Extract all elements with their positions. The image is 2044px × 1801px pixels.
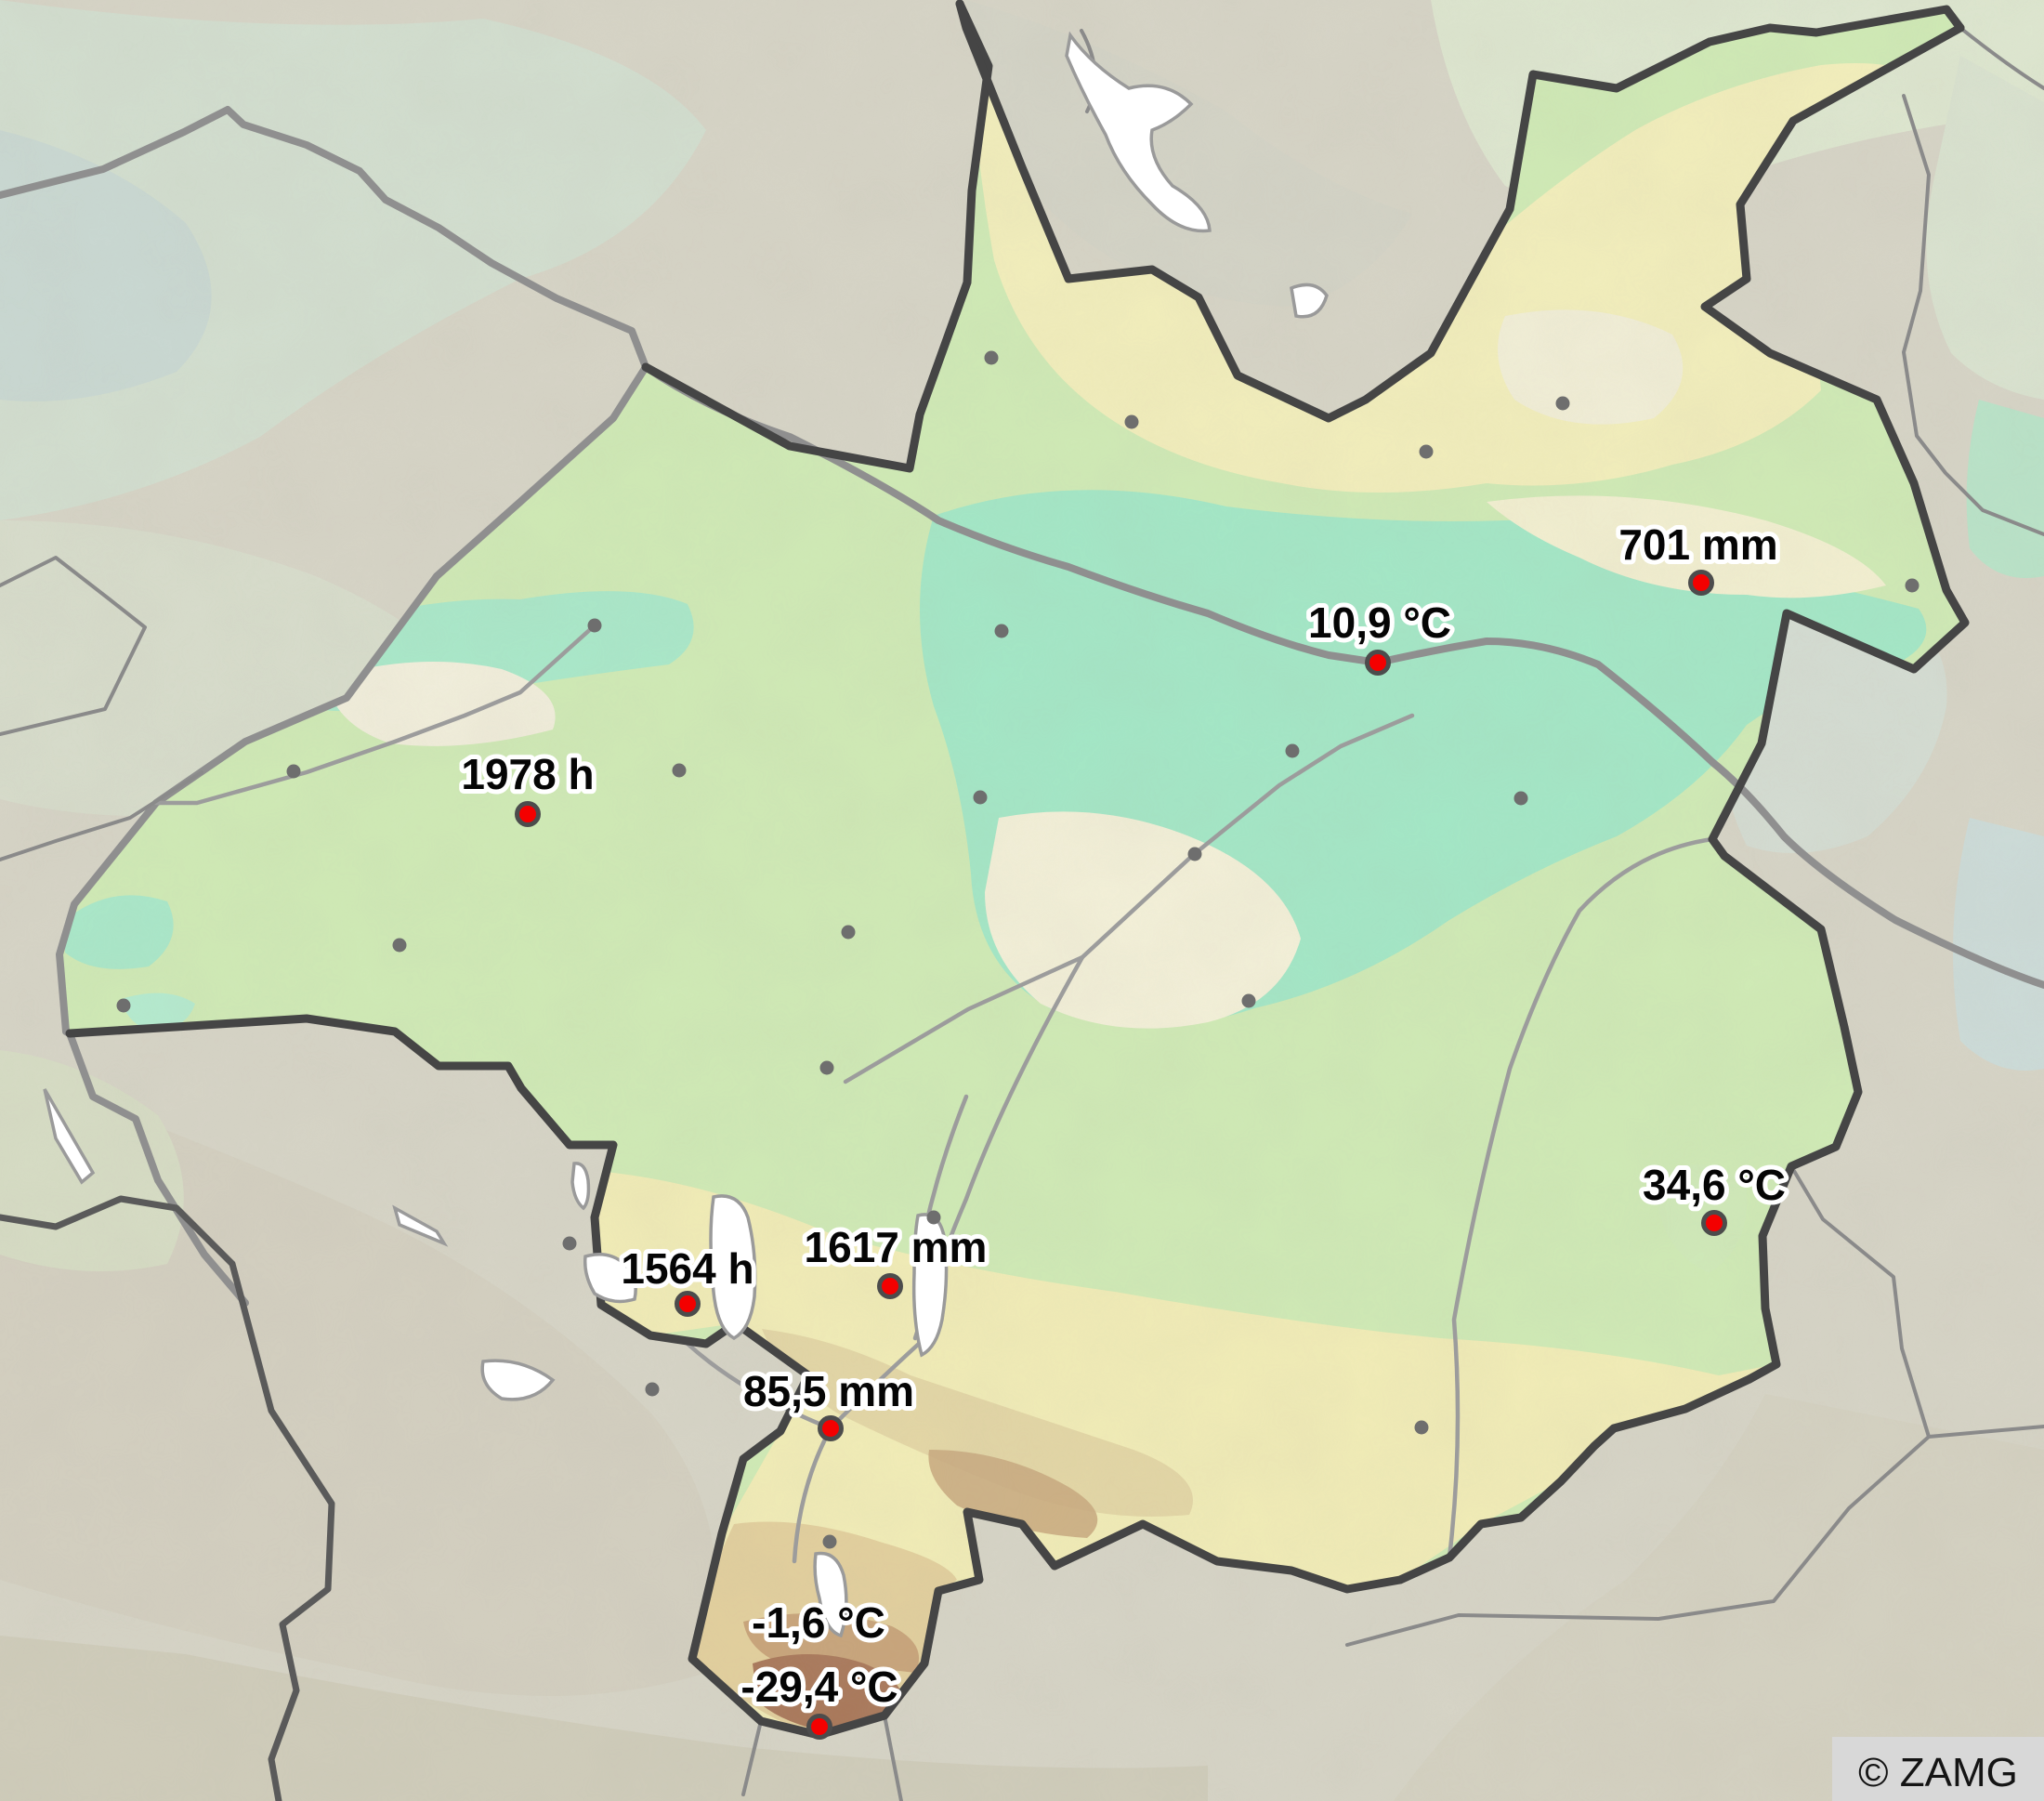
copyright-bg — [1832, 1737, 2044, 1801]
town-marker — [1241, 993, 1256, 1008]
lakes — [43, 31, 1329, 1638]
station-marker — [515, 801, 541, 827]
station-label: 34,6 °C — [1643, 1161, 1786, 1209]
town-marker — [926, 1210, 941, 1225]
road-west — [153, 623, 597, 806]
town-marker — [984, 350, 999, 365]
station-marker — [675, 1291, 701, 1317]
town-marker — [1419, 444, 1434, 459]
danube-river-bavaria — [0, 106, 649, 371]
inn-salzach-river — [56, 363, 649, 1307]
lake-sw-1 — [43, 1088, 96, 1185]
station: 1564 h — [616, 1240, 759, 1317]
station-marker — [1701, 1210, 1727, 1236]
town-marker — [1905, 578, 1920, 593]
station: -1,6 °C — [747, 1594, 890, 1651]
station: -29,4 °C — [736, 1658, 903, 1740]
border-styria-2 — [883, 1714, 903, 1801]
country-borders — [0, 26, 2044, 1801]
lake-hallstaettersee — [813, 1551, 848, 1638]
station: 85,5 mm — [739, 1362, 919, 1441]
enns-river — [1447, 836, 1715, 1560]
town-marker — [822, 1534, 837, 1549]
town-marker — [562, 1236, 577, 1251]
station-label: 10,9 °C — [1308, 598, 1451, 647]
town-marker — [1187, 847, 1202, 861]
town-marker — [973, 790, 988, 805]
town-marker — [645, 1382, 660, 1397]
copyright-badge: © ZAMG — [1832, 1737, 2044, 1801]
town-marker — [1124, 414, 1139, 429]
border-bavaria-2 — [0, 770, 203, 861]
station: 10,9 °C — [1304, 594, 1456, 676]
station: 701 mm — [1614, 516, 1783, 596]
danube-river — [642, 363, 2044, 989]
station-label: -29,4 °C — [740, 1663, 898, 1711]
station: 34,6 °C — [1638, 1156, 1790, 1236]
station-label: 1617 mm — [805, 1223, 988, 1271]
lake-irrsee — [570, 1162, 591, 1211]
border-salzburg-1 — [229, 1260, 335, 1801]
station: 1978 h — [456, 745, 599, 827]
station-marker — [806, 1714, 832, 1740]
town-marker — [116, 998, 131, 1013]
town-marker — [841, 925, 856, 940]
station-label: -1,6 °C — [752, 1598, 885, 1647]
stations-layer: 1978 h 1564 h 1617 mm 701 mm 10,9 °C 34,6 °C 8… — [456, 516, 1790, 1740]
lake-small-cz — [1290, 283, 1329, 319]
state-border-czech — [955, 0, 1965, 423]
road-branch — [685, 1341, 833, 1431]
station-marker — [818, 1415, 844, 1441]
station-label: 701 mm — [1618, 520, 1777, 569]
border-noe-se — [1789, 1164, 1931, 1439]
lake-mondsee — [583, 1253, 637, 1304]
lake-wolfgangsee — [480, 1359, 556, 1401]
town-marker — [672, 763, 687, 778]
town-marker — [1555, 396, 1570, 411]
town-marker — [392, 938, 407, 953]
lake-lipno — [1065, 31, 1212, 233]
town-marker — [819, 1060, 834, 1075]
town-marker — [1513, 791, 1528, 806]
station: 1617 mm — [800, 1218, 991, 1299]
towns-layer — [116, 350, 1920, 1549]
country-border-cz-noe — [1902, 94, 2044, 536]
country-border-cz-ne — [1959, 26, 2044, 90]
station-marker — [1365, 650, 1391, 676]
border-styria-1 — [741, 1719, 763, 1796]
town-marker — [286, 764, 301, 779]
station-marker — [877, 1273, 903, 1299]
town-marker — [994, 624, 1009, 638]
station-label: 1564 h — [621, 1244, 753, 1293]
station-marker — [1688, 570, 1714, 596]
station-label: 1978 h — [461, 750, 594, 798]
border-salzburg-2 — [0, 1195, 236, 1268]
lake-attersee — [709, 1194, 757, 1341]
border-bavaria-1 — [0, 556, 147, 736]
state-border-east — [1700, 23, 1970, 1384]
lake-traunsee — [911, 1213, 949, 1358]
town-marker — [1414, 1420, 1429, 1435]
town-marker — [587, 618, 602, 633]
lake-sw-2 — [392, 1204, 449, 1247]
town-marker — [1285, 743, 1300, 758]
copyright-label: © ZAMG — [1858, 1750, 2018, 1795]
station-label: 85,5 mm — [743, 1367, 914, 1415]
